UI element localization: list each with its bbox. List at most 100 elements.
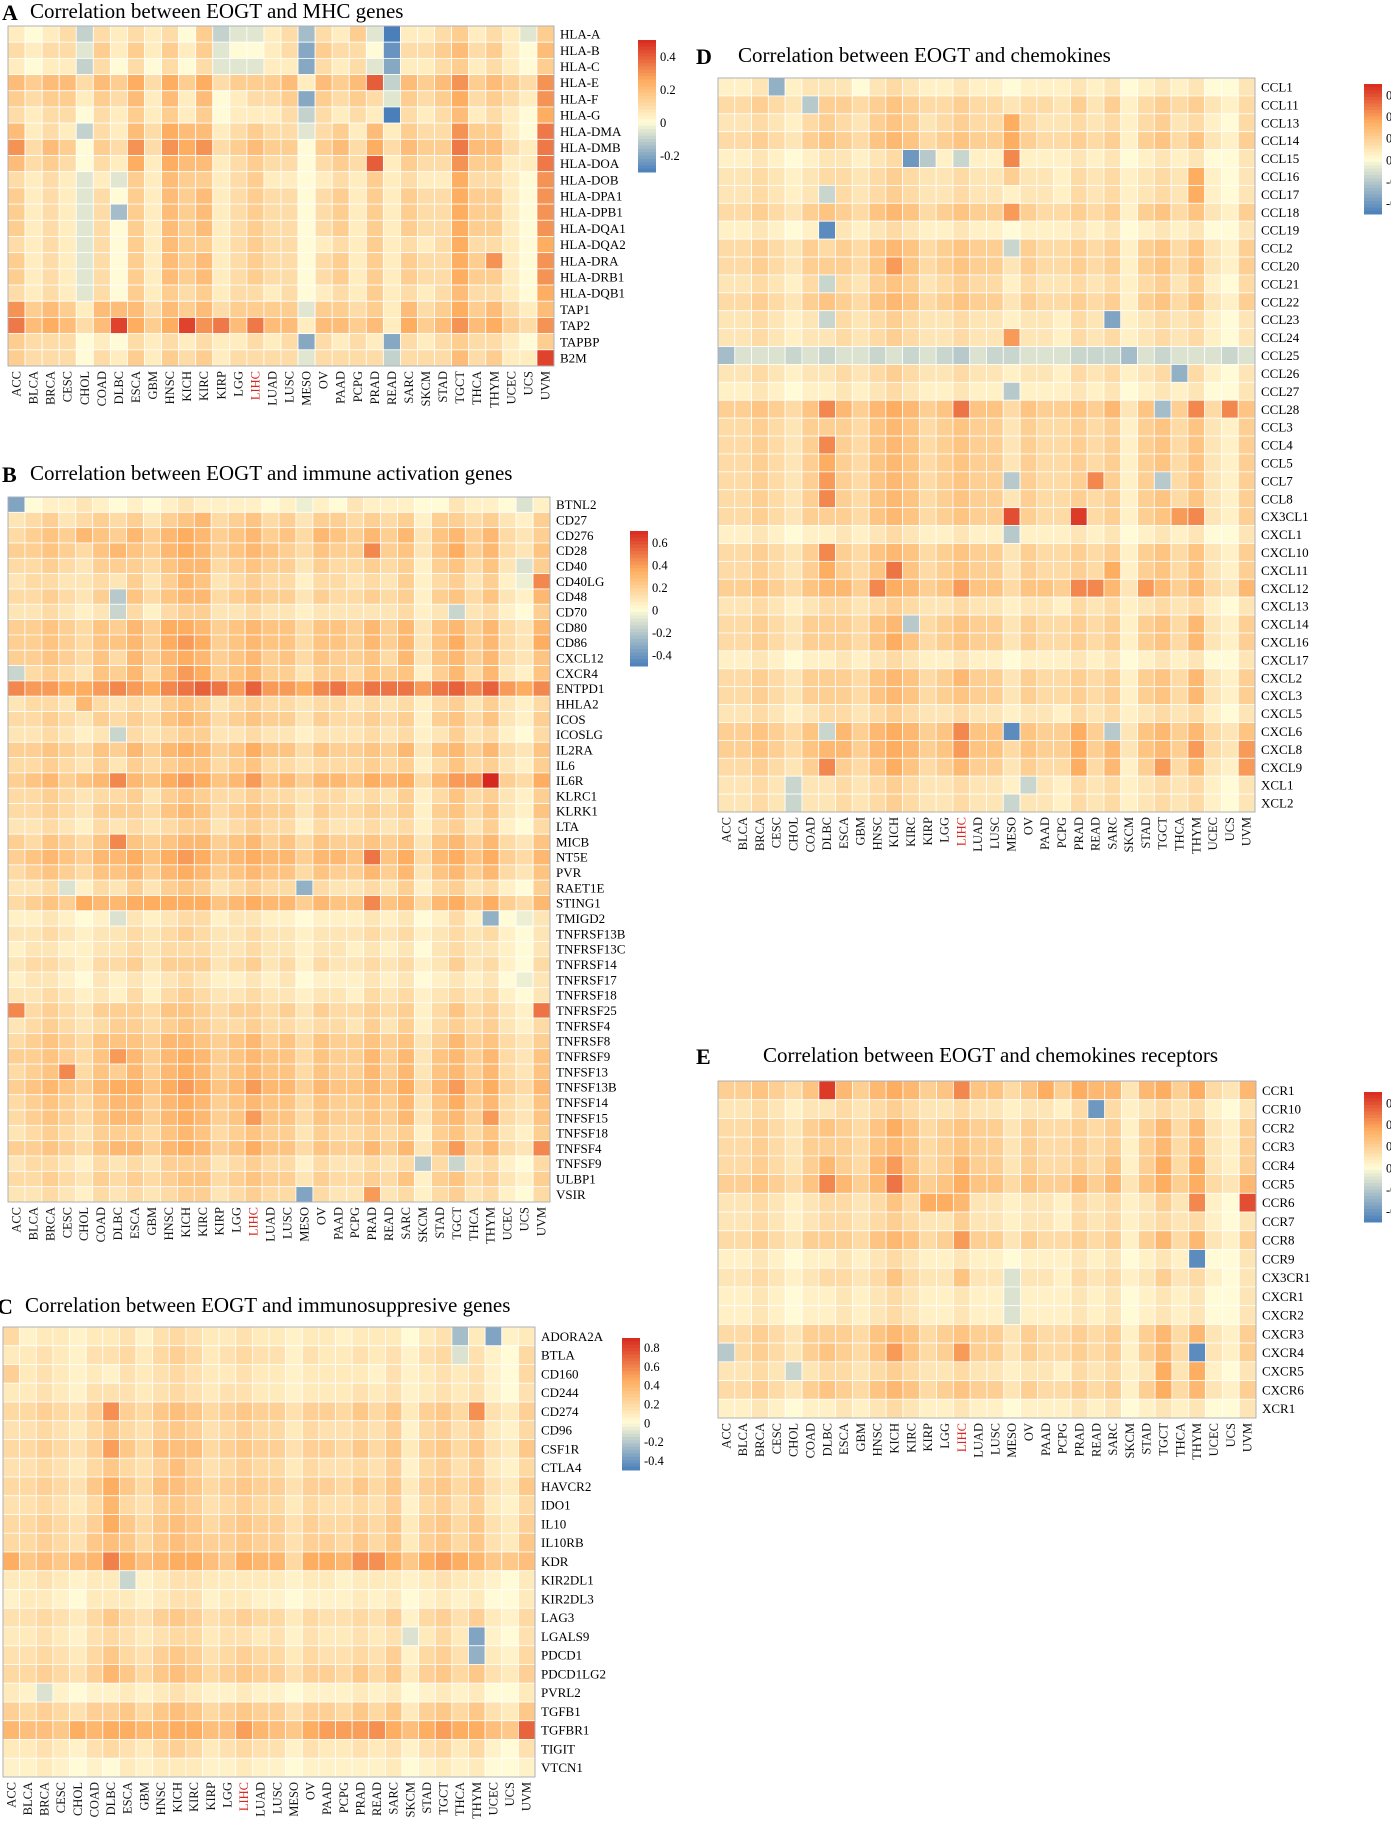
heatmap-cell bbox=[193, 818, 212, 835]
heatmap-cell bbox=[902, 95, 920, 115]
heatmap-cell bbox=[1053, 256, 1071, 276]
heatmap-cell bbox=[176, 1186, 195, 1203]
heatmap-cell bbox=[7, 236, 26, 254]
heatmap-cell bbox=[235, 1382, 253, 1403]
heatmap-cell bbox=[414, 665, 432, 682]
heatmap-cell bbox=[1070, 131, 1088, 151]
heatmap-cell bbox=[75, 1048, 94, 1065]
heatmap-cell bbox=[2, 1326, 21, 1347]
column-label: LUSC bbox=[988, 817, 1002, 849]
heatmap-cell bbox=[24, 300, 43, 318]
heatmap-cell bbox=[227, 1078, 246, 1096]
heatmap-cell bbox=[335, 1589, 353, 1609]
heatmap-cell bbox=[384, 1570, 403, 1590]
heatmap-cell bbox=[75, 138, 94, 156]
heatmap-cell bbox=[1221, 202, 1239, 222]
heatmap-cell bbox=[818, 238, 836, 258]
heatmap-cell bbox=[1170, 722, 1189, 741]
heatmap-cell bbox=[24, 57, 43, 75]
heatmap-cell bbox=[464, 971, 483, 988]
heatmap-cell bbox=[414, 849, 432, 866]
heatmap-cell bbox=[280, 219, 299, 237]
heatmap-cell bbox=[734, 757, 752, 777]
heatmap-cell bbox=[261, 1033, 280, 1050]
heatmap-cell bbox=[868, 560, 887, 580]
heatmap-cell bbox=[210, 527, 229, 544]
heatmap-cell bbox=[918, 113, 937, 133]
heatmap-cell bbox=[885, 757, 903, 777]
heatmap-cell bbox=[885, 399, 903, 419]
heatmap-cell bbox=[92, 987, 111, 1004]
heatmap-cell bbox=[1204, 77, 1222, 97]
heatmap-cell bbox=[210, 741, 229, 758]
heatmap-cell bbox=[484, 1645, 503, 1665]
heatmap-cell bbox=[1103, 167, 1122, 186]
row-label: CXCL9 bbox=[1261, 760, 1302, 775]
heatmap-cell bbox=[261, 849, 280, 866]
heatmap-cell bbox=[380, 987, 398, 1004]
heatmap-cell bbox=[278, 588, 297, 605]
heatmap-cell bbox=[414, 910, 432, 927]
heatmap-cell bbox=[109, 741, 127, 758]
heatmap-cell bbox=[348, 236, 367, 254]
heatmap-cell bbox=[244, 833, 263, 850]
heatmap-cell bbox=[251, 1326, 270, 1347]
heatmap-cell bbox=[285, 1382, 303, 1403]
heatmap-cell bbox=[918, 435, 937, 455]
heatmap-cell bbox=[144, 171, 162, 189]
heatmap-cell bbox=[986, 202, 1004, 222]
heatmap-cell bbox=[986, 1118, 1005, 1138]
heatmap-cell bbox=[346, 511, 365, 529]
legend-swatch bbox=[622, 1361, 640, 1365]
heatmap-cell bbox=[1086, 596, 1105, 616]
heatmap-cell bbox=[24, 757, 43, 774]
heatmap-cell bbox=[1171, 1080, 1190, 1101]
heatmap-cell bbox=[24, 1124, 43, 1142]
heatmap-cell bbox=[185, 1382, 203, 1403]
heatmap-cell bbox=[451, 25, 470, 43]
heatmap-cell bbox=[918, 471, 937, 491]
heatmap-cell bbox=[365, 90, 384, 108]
heatmap-cell bbox=[868, 1080, 887, 1101]
heatmap-cell bbox=[126, 1048, 144, 1065]
heatmap-cell bbox=[335, 1739, 353, 1759]
heatmap-cell bbox=[519, 219, 538, 237]
heatmap-cell bbox=[7, 987, 26, 1004]
heatmap-cell bbox=[952, 793, 971, 813]
heatmap-cell bbox=[784, 739, 803, 759]
heatmap-cell bbox=[227, 1048, 246, 1065]
heatmap-cell bbox=[784, 185, 803, 204]
legend-swatch bbox=[630, 595, 648, 600]
heatmap-cell bbox=[314, 268, 333, 286]
heatmap-cell bbox=[515, 956, 534, 973]
heatmap-cell bbox=[69, 1701, 87, 1722]
heatmap-cell bbox=[1086, 256, 1105, 276]
heatmap-cell bbox=[431, 557, 449, 575]
legend-swatch bbox=[638, 49, 656, 54]
heatmap-cell bbox=[734, 149, 752, 168]
column-label: LUAD bbox=[254, 1782, 268, 1817]
heatmap-cell bbox=[251, 1664, 270, 1684]
legend-swatch bbox=[630, 608, 648, 613]
heatmap-cell bbox=[152, 1495, 170, 1515]
heatmap-cell bbox=[127, 171, 145, 189]
heatmap-cell bbox=[210, 1186, 229, 1203]
heatmap-cell bbox=[329, 557, 348, 575]
heatmap-cell bbox=[498, 941, 517, 958]
heatmap-cell bbox=[7, 603, 26, 621]
heatmap-cell bbox=[295, 864, 314, 881]
heatmap-cell bbox=[52, 1589, 70, 1609]
heatmap-cell bbox=[295, 787, 314, 804]
heatmap-cell bbox=[368, 1551, 386, 1572]
heatmap-cell bbox=[75, 695, 94, 712]
heatmap-cell bbox=[434, 1382, 453, 1403]
heatmap-cell bbox=[280, 317, 299, 335]
heatmap-cell bbox=[380, 1124, 398, 1142]
heatmap-cell bbox=[19, 1532, 37, 1553]
heatmap-cell bbox=[952, 202, 971, 222]
heatmap-cell bbox=[41, 317, 60, 335]
heatmap-cell bbox=[532, 573, 551, 590]
heatmap-cell bbox=[481, 557, 500, 575]
legend-swatch bbox=[1364, 188, 1382, 192]
heatmap-cell bbox=[1003, 1211, 1022, 1232]
